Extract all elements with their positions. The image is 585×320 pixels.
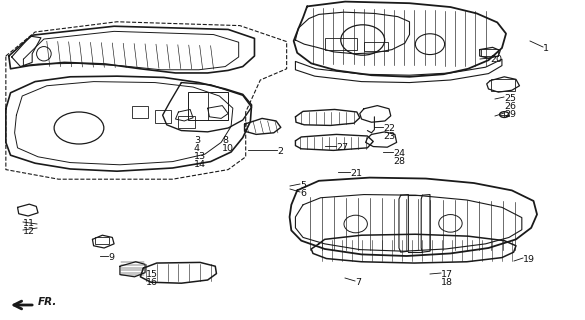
Text: 22: 22 (383, 124, 395, 133)
Text: 8: 8 (222, 136, 228, 145)
Text: 23: 23 (383, 132, 395, 141)
Text: 14: 14 (194, 160, 206, 169)
Text: 12: 12 (23, 227, 35, 236)
Text: 26: 26 (504, 102, 516, 111)
Text: 4: 4 (194, 144, 200, 153)
Text: 13: 13 (194, 152, 206, 161)
Text: 2: 2 (277, 147, 283, 156)
Bar (491, 79, 515, 91)
Text: 17: 17 (441, 270, 453, 279)
Text: 24: 24 (393, 149, 405, 158)
Bar (132, 106, 148, 118)
Text: 5: 5 (300, 181, 306, 190)
Text: 19: 19 (523, 255, 535, 264)
Text: 10: 10 (222, 144, 234, 153)
Text: 16: 16 (146, 278, 158, 287)
Text: 20: 20 (490, 55, 502, 64)
Bar (155, 110, 171, 123)
Bar (325, 38, 357, 50)
Text: FR.: FR. (38, 297, 57, 307)
Text: 9: 9 (108, 253, 114, 262)
Bar (481, 49, 498, 56)
Bar (95, 237, 109, 244)
Text: 21: 21 (350, 169, 362, 178)
Text: 1: 1 (543, 44, 549, 53)
Text: 6: 6 (300, 189, 306, 198)
Text: 27: 27 (336, 143, 348, 152)
Text: 11: 11 (23, 219, 35, 228)
Text: 29: 29 (504, 110, 516, 119)
Text: 18: 18 (441, 278, 453, 287)
Bar (364, 42, 388, 51)
Text: 7: 7 (355, 278, 361, 287)
Bar (188, 92, 228, 120)
Text: 25: 25 (504, 94, 516, 103)
Text: 3: 3 (194, 136, 200, 145)
Text: 15: 15 (146, 270, 158, 279)
Text: 28: 28 (393, 157, 405, 166)
Bar (178, 116, 195, 128)
